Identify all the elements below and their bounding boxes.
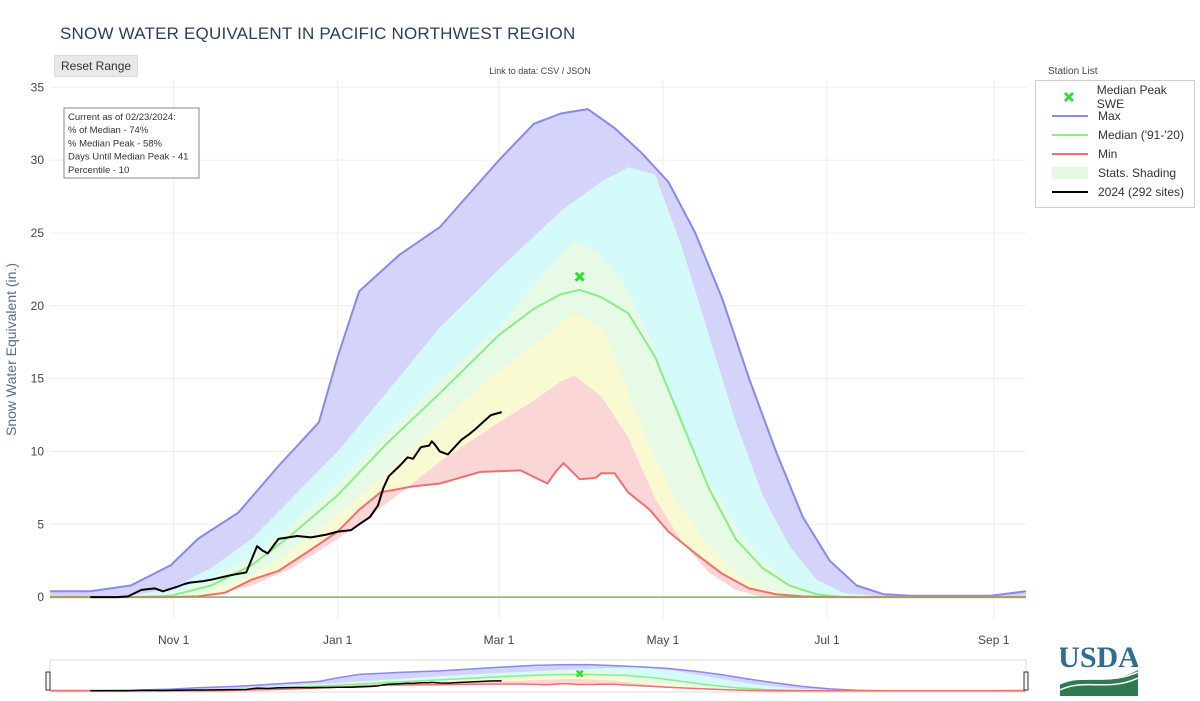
legend-label: Median ('91-'20) xyxy=(1098,128,1184,142)
legend-label: Min xyxy=(1098,147,1118,161)
legend: Median Peak SWE Max Median ('91-'20) Min… xyxy=(1035,80,1195,208)
rangeslider-min-line xyxy=(50,682,1026,692)
legend-item-median-peak[interactable]: Median Peak SWE xyxy=(1052,83,1194,111)
x-tick-label: Sep 1 xyxy=(978,633,1010,647)
line-swatch-icon xyxy=(1052,114,1088,118)
line-swatch-icon xyxy=(1052,152,1088,156)
series-median-line xyxy=(50,288,1026,599)
legend-label: Max xyxy=(1098,109,1121,123)
y-tick-label: 20 xyxy=(31,299,45,313)
y-tick-label: 5 xyxy=(37,517,44,531)
y-tick-label: 15 xyxy=(31,372,45,386)
y-tick-label: 25 xyxy=(31,226,45,240)
band-max-90 xyxy=(50,109,1026,598)
rangeslider-peak-marker xyxy=(575,669,584,678)
rangeslider-2024-line xyxy=(90,680,502,692)
legend-item-max[interactable]: Max xyxy=(1052,107,1121,125)
chart-title: SNOW WATER EQUIVALENT IN PACIFIC NORTHWE… xyxy=(60,24,576,43)
info-box-line: Days Until Median Peak - 41 xyxy=(68,152,188,163)
x-marker-icon xyxy=(1052,91,1087,103)
rangeslider-band xyxy=(50,667,1026,691)
legend-label: Stats. Shading xyxy=(1098,166,1177,180)
swe-chart[interactable]: 0 5 10 15 20 25 30 35 Nov 1 Jan 1 Mar 1 May 1 Jul 1 S… xyxy=(0,0,1030,700)
band-70-30 xyxy=(50,240,1026,598)
usda-logo: USDA xyxy=(1058,640,1140,696)
info-box-line: Current as of 02/23/2024: xyxy=(68,112,176,123)
series-min-line xyxy=(50,462,1026,599)
svg-text:USDA: USDA xyxy=(1060,641,1138,674)
reset-range-button[interactable]: Reset Range xyxy=(54,55,139,77)
median-peak-marker xyxy=(574,271,585,282)
line-swatch-icon xyxy=(1052,190,1088,194)
x-tick-label: Nov 1 xyxy=(158,633,190,647)
rangeslider-right-handle[interactable] xyxy=(1023,671,1029,691)
series-2024-line xyxy=(90,411,502,599)
rangeslider-band xyxy=(50,678,1026,691)
legend-item-stats-shading[interactable]: Stats. Shading xyxy=(1052,164,1176,182)
rangeslider-band xyxy=(50,675,1026,691)
band-10-min xyxy=(50,375,1026,598)
x-tick-label: Mar 1 xyxy=(484,633,515,647)
y-tick-label: 10 xyxy=(31,444,45,458)
y-tick-label: 35 xyxy=(31,80,45,94)
legend-item-min[interactable]: Min xyxy=(1052,145,1117,163)
band-90-70 xyxy=(50,167,1026,598)
line-swatch-icon xyxy=(1052,133,1088,137)
legend-label: Median Peak SWE xyxy=(1096,83,1167,111)
info-box-line: % of Median - 74% xyxy=(68,125,149,136)
series-max-line xyxy=(50,108,1027,597)
rangeslider-left-handle[interactable] xyxy=(45,671,51,691)
x-tick-label: Jan 1 xyxy=(323,633,353,647)
legend-label: 2024 (292 sites) xyxy=(1098,185,1185,199)
x-tick-label: Jul 1 xyxy=(814,633,840,647)
band-30-10 xyxy=(50,313,1026,598)
info-box-line: Percentile - 10 xyxy=(68,165,129,176)
y-tick-label: 30 xyxy=(31,153,45,167)
data-link[interactable]: Link to data: CSV / JSON xyxy=(489,66,591,76)
y-axis-label: Snow Water Equivalent (in.) xyxy=(3,263,19,436)
x-tick-label: May 1 xyxy=(647,633,680,647)
band-swatch-icon xyxy=(1052,167,1088,179)
y-tick-label: 0 xyxy=(37,590,44,604)
station-list-link[interactable]: Station List xyxy=(1048,66,1098,77)
info-box xyxy=(63,107,200,179)
legend-item-2024[interactable]: 2024 (292 sites) xyxy=(1052,183,1184,201)
info-box-line: % Median Peak - 58% xyxy=(68,138,163,149)
legend-item-median[interactable]: Median ('91-'20) xyxy=(1052,126,1184,144)
